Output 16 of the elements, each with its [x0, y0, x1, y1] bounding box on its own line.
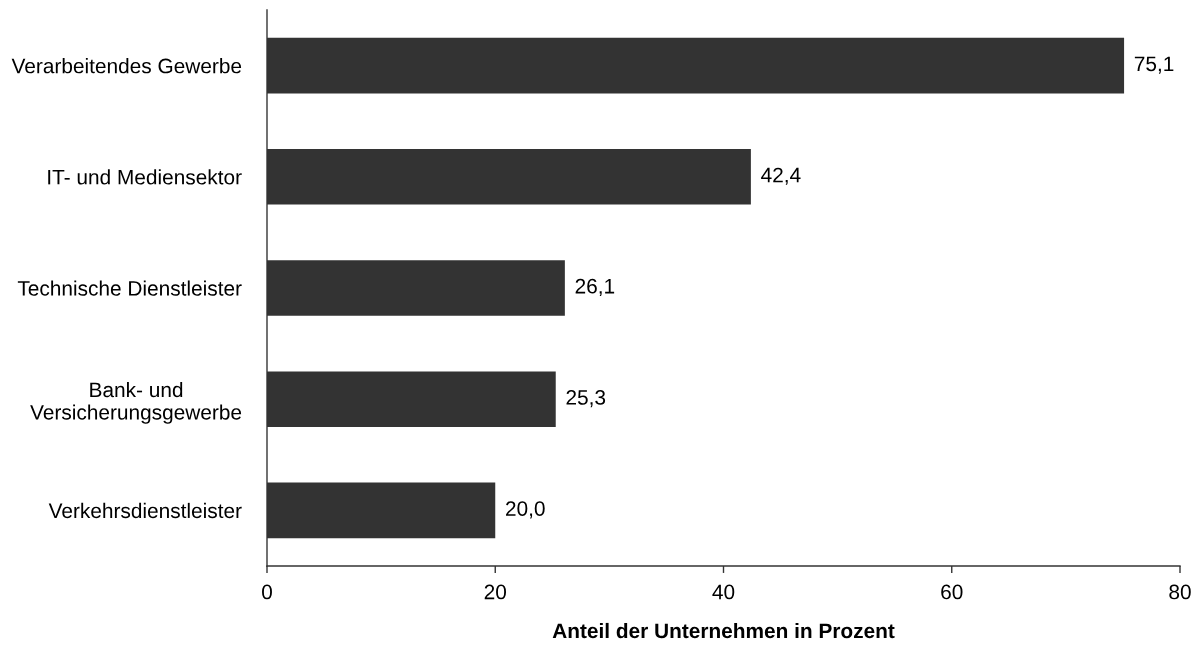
data-label: 20,0 [506, 501, 545, 519]
y-tick-label: IT- und Mediensektor [48, 169, 242, 185]
y-tick-label: Verarbeitendes Gewerbe [11, 58, 242, 74]
data-label: 25,3 [566, 390, 606, 408]
data-label: 75,1 [1134, 56, 1174, 74]
y-tick-label: Technische Dienstleister [17, 280, 242, 296]
x-tick-label: 20 [484, 584, 507, 600]
x-tick-label: 80 [1169, 584, 1191, 600]
x-tick-label: 60 [941, 584, 963, 600]
data-label: 26,1 [575, 278, 615, 297]
y-tick-label: Bank- und Versicherungsgewerbe [30, 381, 242, 424]
x-tick-label: 40 [712, 584, 735, 600]
y-tick-label: Verkehrsdienstleister [48, 502, 242, 519]
x-axis-title: Anteil der Unternehmen in Prozent [552, 622, 895, 639]
x-tick-label: 0 [262, 584, 272, 600]
data-label: 42,4 [761, 167, 801, 185]
